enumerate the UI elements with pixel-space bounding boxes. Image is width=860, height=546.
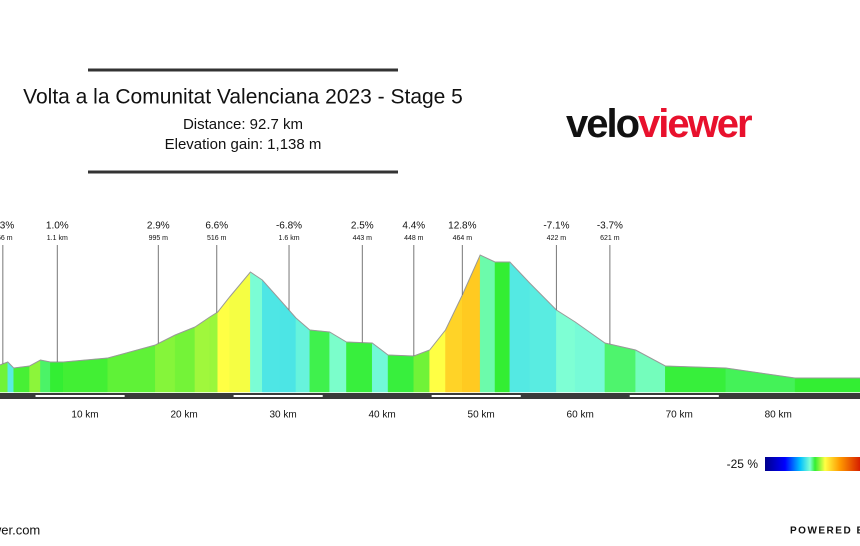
x-tick-label: 30 km bbox=[269, 410, 296, 421]
logo-part: viewer bbox=[638, 102, 752, 146]
profile-segment bbox=[371, 342, 389, 393]
colorbar bbox=[765, 457, 860, 471]
profile-segment bbox=[250, 271, 263, 393]
profile-segment bbox=[665, 365, 726, 393]
annotation-length: 422 m bbox=[547, 235, 567, 242]
annotation-length: 1.1 km bbox=[47, 235, 68, 242]
profile-segment bbox=[529, 282, 557, 393]
footer: POWERED BY bbox=[790, 526, 860, 537]
profile-segment bbox=[794, 377, 860, 393]
annotation-grade: -3.7% bbox=[597, 221, 623, 232]
profile-segment bbox=[40, 359, 51, 393]
distance-bar-stripe bbox=[233, 395, 323, 397]
annotation-length: 621 m bbox=[600, 235, 620, 242]
x-tick-label: 40 km bbox=[368, 410, 395, 421]
profile-segment bbox=[635, 349, 666, 393]
annotation-length: 1.6 km bbox=[279, 235, 300, 242]
x-tick-label: 10 km bbox=[71, 410, 98, 421]
profile-segment bbox=[62, 357, 109, 393]
profile-segment bbox=[174, 326, 196, 393]
annotation-grade: 2.5% bbox=[351, 221, 374, 232]
x-tick-label: 20 km bbox=[170, 410, 197, 421]
profile-segment bbox=[50, 361, 64, 393]
annotation-grade: 2.9% bbox=[147, 221, 170, 232]
profile-segment bbox=[604, 342, 636, 393]
annotation-grade: -7.1% bbox=[543, 221, 569, 232]
profile-segment bbox=[725, 367, 796, 393]
logo: veloviewer bbox=[566, 102, 752, 146]
profile-segment bbox=[445, 294, 463, 393]
distance-bar-stripe bbox=[35, 395, 125, 397]
annotation-grade: 1.3% bbox=[0, 221, 14, 232]
profile-segment bbox=[0, 361, 9, 393]
subtitle: Elevation gain: 1,138 m bbox=[165, 136, 322, 153]
x-tick-label: 50 km bbox=[468, 410, 495, 421]
x-tick-label: 70 km bbox=[666, 410, 693, 421]
distance-bar-stripe bbox=[629, 395, 719, 397]
annotation-length: 566 m bbox=[0, 235, 13, 242]
annotation-grade: -6.8% bbox=[276, 221, 302, 232]
annotation-length: 995 m bbox=[149, 235, 169, 242]
annotation-length: 443 m bbox=[353, 235, 373, 242]
profile-segment bbox=[279, 299, 297, 393]
annotation-length: 516 m bbox=[207, 235, 227, 242]
profile-outline bbox=[0, 254, 860, 379]
annotation-grade: 12.8% bbox=[448, 221, 476, 232]
profile-segment bbox=[413, 349, 430, 393]
profile-segment bbox=[509, 261, 530, 393]
annotation-grade: 4.4% bbox=[402, 221, 425, 232]
x-tick-label: 80 km bbox=[765, 410, 792, 421]
profile-segment bbox=[295, 317, 311, 393]
profile-segment bbox=[479, 254, 496, 393]
profile-segment bbox=[209, 311, 218, 393]
profile-segment bbox=[194, 316, 211, 393]
profile-segment bbox=[217, 296, 230, 393]
annotation-grade: 1.0% bbox=[46, 221, 69, 232]
annotation-length: 448 m bbox=[404, 235, 424, 242]
profile-segment bbox=[346, 341, 373, 393]
profile-segment bbox=[13, 365, 30, 393]
annotation-grade: 6.6% bbox=[205, 221, 228, 232]
profile-segment bbox=[229, 271, 251, 393]
footer: VeloViewer.com bbox=[0, 522, 40, 537]
chart-title: Volta a la Comunitat Valenciana 2023 - S… bbox=[23, 86, 463, 109]
distance-bar bbox=[0, 393, 860, 399]
colorbar-label: -25 % bbox=[727, 457, 759, 471]
profile-segment bbox=[107, 344, 156, 393]
annotation-length: 464 m bbox=[453, 235, 473, 242]
distance-bar-stripe bbox=[431, 395, 521, 397]
logo-part: velo bbox=[566, 102, 639, 146]
subtitle: Distance: 92.7 km bbox=[183, 116, 303, 133]
x-tick-label: 60 km bbox=[567, 410, 594, 421]
profile-segment bbox=[387, 354, 415, 393]
profile-segment bbox=[309, 329, 330, 393]
profile-segment bbox=[494, 261, 511, 393]
profile-segment bbox=[556, 309, 576, 393]
